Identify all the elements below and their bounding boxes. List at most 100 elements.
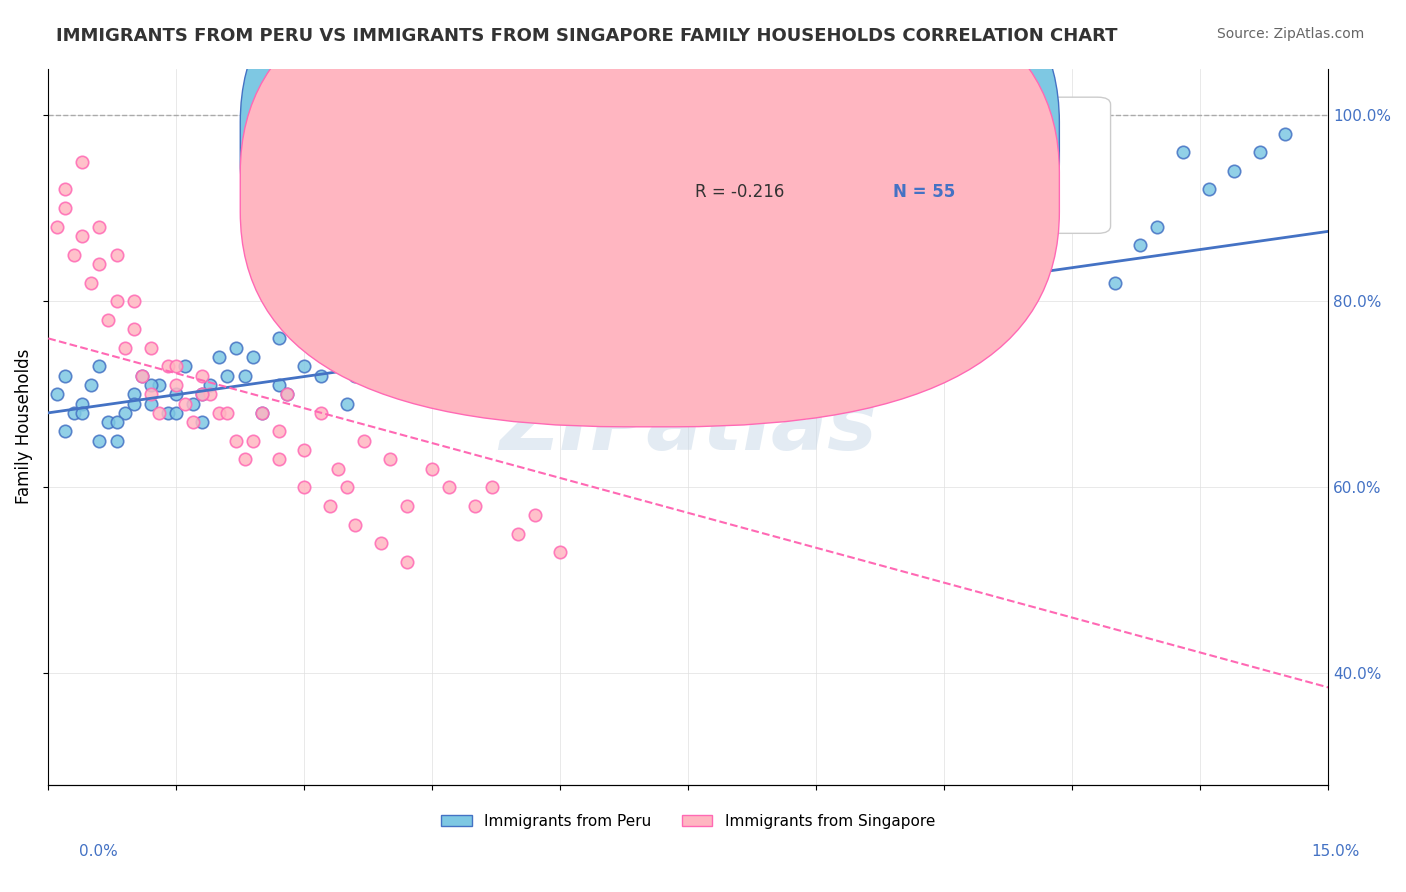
Point	[165, 359, 187, 374]
Point	[634, 294, 657, 309]
Point	[45, 387, 67, 401]
Point	[728, 276, 751, 290]
Point	[45, 219, 67, 234]
Point	[370, 350, 392, 364]
Point	[548, 276, 571, 290]
Point	[191, 368, 214, 383]
Point	[173, 359, 195, 374]
Point	[200, 378, 222, 392]
Point	[122, 387, 145, 401]
Point	[53, 425, 76, 439]
Point	[114, 406, 136, 420]
Point	[105, 294, 128, 309]
Point	[267, 425, 290, 439]
Point	[548, 313, 571, 327]
Point	[72, 154, 94, 169]
Point	[233, 452, 256, 467]
Point	[420, 341, 443, 355]
Point	[984, 182, 1007, 196]
Point	[165, 378, 187, 392]
Point	[139, 387, 162, 401]
Point	[890, 219, 912, 234]
Point	[122, 322, 145, 336]
Point	[217, 368, 239, 383]
Point	[72, 396, 94, 410]
Point	[420, 359, 443, 374]
Point	[165, 406, 187, 420]
Point	[1274, 127, 1296, 141]
Point	[63, 247, 86, 261]
Point	[114, 341, 136, 355]
Text: Source: ZipAtlas.com: Source: ZipAtlas.com	[1216, 27, 1364, 41]
Point	[233, 368, 256, 383]
Point	[89, 434, 111, 448]
Point	[378, 452, 401, 467]
Point	[575, 294, 598, 309]
Point	[319, 499, 342, 513]
Point	[831, 294, 853, 309]
Point	[1062, 201, 1084, 215]
Point	[148, 378, 170, 392]
Point	[420, 461, 443, 475]
Point	[676, 257, 699, 271]
Point	[319, 341, 342, 355]
Point	[506, 294, 529, 309]
Point	[328, 461, 350, 475]
Point	[156, 359, 179, 374]
Point	[806, 238, 828, 252]
Text: N = 104: N = 104	[893, 133, 967, 151]
Point	[720, 266, 742, 280]
Point	[200, 387, 222, 401]
Point	[131, 368, 153, 383]
Point	[217, 406, 239, 420]
Point	[267, 378, 290, 392]
Point	[472, 322, 495, 336]
Point	[131, 368, 153, 383]
Point	[191, 387, 214, 401]
Point	[276, 387, 298, 401]
Point	[267, 452, 290, 467]
Point	[276, 387, 298, 401]
Point	[1198, 182, 1220, 196]
Legend: Immigrants from Peru, Immigrants from Singapore: Immigrants from Peru, Immigrants from Si…	[436, 807, 941, 835]
Point	[1010, 219, 1032, 234]
Point	[72, 229, 94, 244]
Point	[600, 322, 623, 336]
Point	[292, 480, 315, 494]
Point	[183, 415, 205, 429]
Point	[242, 350, 264, 364]
Point	[139, 378, 162, 392]
Point	[1146, 219, 1168, 234]
Point	[53, 182, 76, 196]
Point	[848, 247, 870, 261]
Point	[806, 313, 828, 327]
Point	[139, 341, 162, 355]
Point	[53, 368, 76, 383]
Point	[856, 276, 879, 290]
Point	[548, 545, 571, 559]
Point	[80, 378, 103, 392]
Point	[907, 238, 929, 252]
Point	[617, 266, 640, 280]
Point	[370, 536, 392, 550]
Point	[626, 303, 648, 318]
Point	[779, 257, 801, 271]
Point	[165, 387, 187, 401]
Point	[395, 499, 418, 513]
Point	[311, 368, 333, 383]
Text: R = 0.400: R = 0.400	[695, 133, 778, 151]
Text: ZIPatlas: ZIPatlas	[499, 386, 877, 467]
Point	[823, 266, 845, 280]
Point	[63, 406, 86, 420]
Point	[353, 434, 375, 448]
Point	[311, 406, 333, 420]
Point	[523, 331, 546, 345]
Text: R = -0.216: R = -0.216	[695, 183, 785, 201]
Point	[439, 322, 461, 336]
Point	[1249, 145, 1271, 160]
Point	[191, 415, 214, 429]
Text: IMMIGRANTS FROM PERU VS IMMIGRANTS FROM SINGAPORE FAMILY HOUSEHOLDS CORRELATION : IMMIGRANTS FROM PERU VS IMMIGRANTS FROM …	[56, 27, 1118, 45]
Point	[523, 313, 546, 327]
Point	[89, 219, 111, 234]
Point	[1223, 164, 1246, 178]
